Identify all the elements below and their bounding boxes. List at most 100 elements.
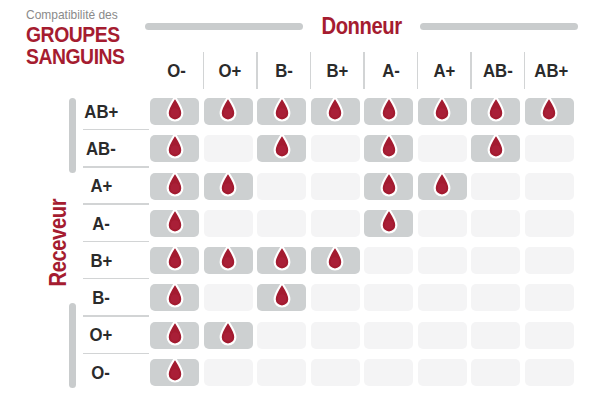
blood-drop-icon <box>164 95 186 124</box>
cell-AB+-from-AB--compatible <box>471 98 520 125</box>
blood-drop-icon <box>378 95 400 124</box>
blood-drop-icon <box>164 319 186 348</box>
blood-drop-icon <box>324 244 346 273</box>
donor-header-label: AB- <box>483 60 513 82</box>
donor-header-A-: A- <box>364 52 418 89</box>
cell-AB--from-O--compatible <box>150 135 199 162</box>
blood-drop-icon <box>164 170 186 199</box>
blood-drop-icon <box>271 95 293 124</box>
cell-O--from-A+-empty <box>418 359 467 386</box>
grid-row-O+ <box>150 317 578 354</box>
blood-drop-icon <box>217 319 239 348</box>
cell-B--from-A--empty <box>364 284 413 311</box>
cell-A--from-A+-empty <box>418 210 467 237</box>
donor-axis-line-left <box>145 23 303 30</box>
blood-drop-icon <box>164 281 186 310</box>
blood-drop-icon <box>217 170 239 199</box>
cell-A--from-B--empty <box>257 210 306 237</box>
cell-O--from-O--compatible <box>150 359 199 386</box>
blood-compatibility-chart: Compatibilité des GROUPES SANGUINS Donne… <box>0 0 600 400</box>
receiver-label-text: O- <box>92 362 111 384</box>
title-prefix: Compatibilité des <box>26 8 136 21</box>
grid-row-AB- <box>150 130 578 167</box>
cell-AB--from-AB--compatible <box>471 135 520 162</box>
receiver-label-O-: O- <box>55 354 147 391</box>
blood-drop-icon <box>271 244 293 273</box>
blood-drop-icon <box>378 207 400 236</box>
receiver-row-labels: AB+AB-A+A-B+B-O+O- <box>55 93 147 391</box>
donor-header-label: B+ <box>326 60 348 82</box>
cell-B--from-AB--empty <box>471 284 520 311</box>
cell-B+-from-A--empty <box>364 247 413 274</box>
receiver-label-text: B- <box>92 287 110 309</box>
blood-drop-icon <box>217 95 239 124</box>
compatibility-matrix <box>150 93 578 391</box>
cell-A--from-A--compatible <box>364 210 413 237</box>
receiver-label-text: O+ <box>90 324 113 346</box>
cell-AB+-from-B--compatible <box>257 98 306 125</box>
donor-header-A+: A+ <box>418 52 472 89</box>
donor-header-label: O- <box>167 60 186 82</box>
grid-row-B+ <box>150 242 578 279</box>
blood-drop-icon <box>378 170 400 199</box>
cell-AB--from-B--compatible <box>257 135 306 162</box>
cell-A--from-B+-empty <box>311 210 360 237</box>
cell-O+-from-AB--empty <box>471 322 520 349</box>
blood-drop-icon <box>164 356 186 385</box>
cell-B--from-O+-empty <box>204 284 253 311</box>
receiver-label-text: AB+ <box>84 101 118 123</box>
donor-header-label: O+ <box>219 60 242 82</box>
cell-O+-from-O+-compatible <box>204 322 253 349</box>
donor-header-label: B- <box>275 60 293 82</box>
cell-B--from-A+-empty <box>418 284 467 311</box>
cell-B+-from-B+-compatible <box>311 247 360 274</box>
grid-row-A+ <box>150 168 578 205</box>
blood-drop-icon <box>485 132 507 161</box>
cell-B+-from-A+-empty <box>418 247 467 274</box>
blood-drop-icon <box>538 95 560 124</box>
cell-O--from-A--empty <box>364 359 413 386</box>
receiver-label-B-: B- <box>55 279 147 316</box>
grid-row-O- <box>150 354 578 391</box>
cell-O+-from-O--compatible <box>150 322 199 349</box>
cell-A--from-O--compatible <box>150 210 199 237</box>
chart-title: Compatibilité des GROUPES SANGUINS <box>26 8 146 69</box>
cell-AB+-from-O+-compatible <box>204 98 253 125</box>
blood-drop-icon <box>324 95 346 124</box>
cell-O+-from-A+-empty <box>418 322 467 349</box>
cell-B+-from-B--compatible <box>257 247 306 274</box>
cell-B+-from-AB--empty <box>471 247 520 274</box>
cell-A--from-AB+-empty <box>525 210 574 237</box>
cell-B--from-B+-empty <box>311 284 360 311</box>
cell-AB+-from-O--compatible <box>150 98 199 125</box>
cell-A+-from-AB+-empty <box>525 173 574 200</box>
cell-AB+-from-A+-compatible <box>418 98 467 125</box>
donor-column-headers: O- O+ B- B+ A- A+ AB- AB+ <box>150 52 578 89</box>
receiver-label-AB-: AB- <box>55 130 147 167</box>
cell-O+-from-A--empty <box>364 322 413 349</box>
donor-header-O+: O+ <box>204 52 258 89</box>
blood-drop-icon <box>378 132 400 161</box>
cell-O+-from-AB+-empty <box>525 322 574 349</box>
donor-header-AB+: AB+ <box>525 52 579 89</box>
receiver-label-O+: O+ <box>55 317 147 354</box>
receiver-label-A-: A- <box>55 205 147 242</box>
cell-B+-from-O--compatible <box>150 247 199 274</box>
cell-A--from-AB--empty <box>471 210 520 237</box>
cell-B+-from-O+-compatible <box>204 247 253 274</box>
donor-header-AB-: AB- <box>471 52 525 89</box>
cell-AB--from-B+-empty <box>311 135 360 162</box>
cell-A+-from-B--empty <box>257 173 306 200</box>
title-sanguins: SANGUINS <box>26 46 134 68</box>
blood-drop-icon <box>217 244 239 273</box>
donor-header-label: A+ <box>433 60 455 82</box>
blood-drop-icon <box>431 170 453 199</box>
donor-header-B-: B- <box>257 52 311 89</box>
blood-drop-icon <box>271 281 293 310</box>
cell-B+-from-AB+-empty <box>525 247 574 274</box>
receiver-label-text: A- <box>92 213 110 235</box>
donor-axis: Donneur <box>145 13 578 40</box>
grid-row-A- <box>150 205 578 242</box>
cell-A--from-O+-empty <box>204 210 253 237</box>
receiver-label-B+: B+ <box>55 242 147 279</box>
